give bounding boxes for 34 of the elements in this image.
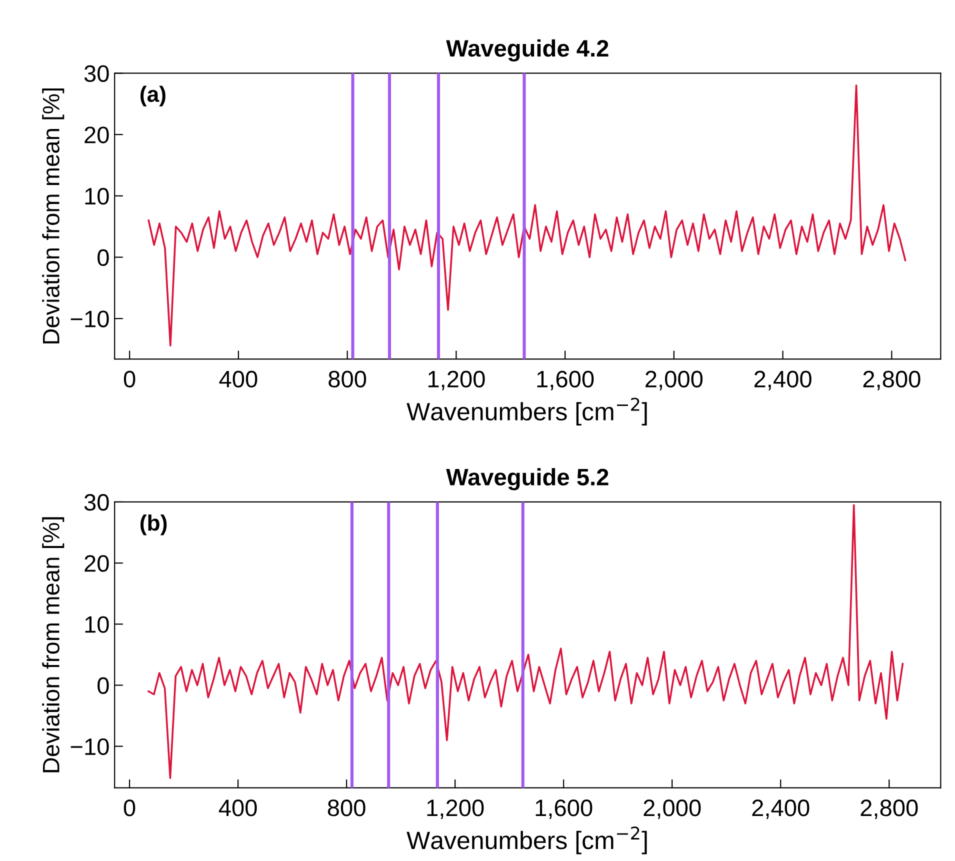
annotation: (b) — [140, 514, 167, 536]
x-tick-label: 800 — [328, 800, 366, 816]
y-tick-label: 0 — [98, 677, 109, 694]
x-tick-label: 0 — [124, 800, 136, 816]
y-tick-label: 20 — [84, 126, 109, 144]
x-axis-title: Wavenumbers [cm$^{−2}$] — [406, 826, 647, 854]
x-tick-label: 1,200 — [427, 800, 484, 820]
y-tick-label: 10 — [85, 616, 109, 633]
x-tick-label: 2,800 — [860, 800, 918, 820]
y-tick-label: 20 — [84, 555, 109, 572]
y-tick-label: −10 — [70, 310, 109, 328]
annotation: (a) — [140, 86, 166, 106]
y-axis-title: Deviation from mean [%] — [42, 88, 64, 344]
y-tick-label: −10 — [70, 738, 109, 756]
y-tick-label: 30 — [84, 65, 109, 82]
x-tick-label: 2,400 — [752, 800, 810, 820]
y-tick-label: 0 — [98, 249, 109, 266]
x-tick-label: 1,600 — [537, 370, 594, 390]
chart-title: Waveguide 5.2 — [446, 468, 608, 490]
y-axis-title: Deviation from mean [%] — [42, 517, 64, 772]
y-tick-label: 30 — [84, 494, 109, 511]
chart-title: Waveguide 4.2 — [446, 39, 608, 62]
x-tick-label: 2,800 — [863, 370, 920, 390]
x-tick-label: 0 — [124, 370, 136, 388]
x-tick-label: 2,000 — [646, 370, 703, 390]
x-axis-title: Wavenumbers [cm$^{−2}$] — [406, 398, 647, 426]
x-tick-label: 400 — [219, 370, 258, 388]
x-tick-label: 1,200 — [428, 370, 485, 390]
x-tick-label: 400 — [218, 800, 257, 816]
x-tick-label: 1,600 — [536, 800, 592, 820]
y-tick-label: 10 — [85, 188, 109, 205]
x-tick-label: 2,000 — [644, 800, 701, 820]
x-tick-label: 2,400 — [754, 370, 812, 390]
x-tick-label: 800 — [328, 370, 366, 388]
